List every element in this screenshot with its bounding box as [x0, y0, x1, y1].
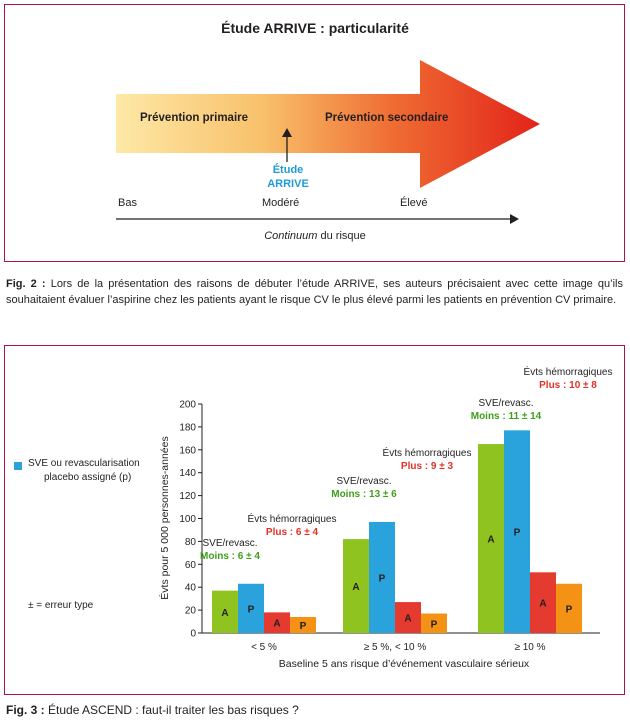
bar-0-0	[212, 590, 238, 633]
bar-letter: A	[273, 619, 280, 630]
x-category-label: ≥ 5 %, < 10 %	[364, 642, 427, 653]
hemorrhagic-annotation: Évts hémorragiques Plus : 10 ± 8	[508, 366, 628, 392]
bar-letter: A	[404, 614, 411, 625]
bar-letter: A	[221, 608, 228, 619]
sve-annotation-value: Moins : 11 ± 14	[470, 411, 542, 422]
sve-annotation: SVE/revasc. Moins : 13 ± 6	[314, 475, 414, 501]
arrive-marker-head	[282, 128, 292, 137]
bar-letter: P	[300, 621, 307, 632]
bar-1-3	[421, 613, 447, 633]
figure-3-caption-label: Fig. 3 :	[6, 703, 45, 717]
bar-letter: A	[539, 599, 546, 610]
bar-2-0	[478, 444, 504, 633]
bar-2-2	[530, 572, 556, 633]
risk-tick-low: Bas	[118, 197, 137, 209]
y-tick-label: 200	[179, 400, 196, 411]
hemorrhagic-annotation-value: Plus : 9 ± 3	[400, 461, 454, 472]
bar-1-0	[343, 539, 369, 633]
bar-letter: P	[248, 604, 255, 615]
bar-2-3	[556, 583, 582, 633]
bar-letter: P	[566, 604, 573, 615]
legend-text-line1: SVE ou revascularisation	[28, 458, 140, 469]
bar-0-2	[264, 612, 290, 633]
figure-1-title: Étude ARRIVE : particularité	[221, 20, 409, 36]
hemorrhagic-annotation: Évts hémorragiques Plus : 9 ± 3	[367, 447, 487, 473]
bar-2-1	[504, 430, 530, 633]
hemorrhagic-annotation-label: Évts hémorragiques	[247, 514, 337, 525]
sve-annotation-value: Moins : 13 ± 6	[331, 489, 397, 500]
bar-0-1	[238, 583, 264, 633]
primary-prevention-label: Prévention primaire	[140, 112, 249, 124]
y-tick-label: 180	[179, 422, 196, 433]
figure-3-caption: Fig. 3 : Étude ASCEND : faut-il traiter …	[6, 703, 299, 717]
figure-2-caption-label: Fig. 2 :	[6, 278, 46, 290]
x-category-label: ≥ 10 %	[514, 642, 545, 653]
y-tick-label: 80	[185, 537, 197, 548]
risk-axis-label: Continuum du risque	[0, 230, 630, 242]
y-tick-label: 160	[179, 445, 196, 456]
bar-letter: A	[352, 582, 359, 593]
hemorrhagic-annotation-value: Plus : 6 ± 4	[265, 527, 319, 538]
risk-tick-moderate: Modéré	[262, 197, 300, 209]
bar-0-3	[290, 616, 316, 633]
y-tick-label: 140	[179, 468, 196, 479]
bar-1-1	[369, 521, 395, 633]
y-tick-label: 100	[179, 514, 196, 525]
y-tick-label: 0	[190, 629, 196, 640]
hemorrhagic-annotation-value: Plus : 10 ± 8	[539, 380, 597, 391]
risk-arrow-graphic	[116, 60, 540, 224]
sve-annotation: SVE/revasc. Moins : 6 ± 4	[180, 537, 280, 563]
risk-tick-high: Élevé	[400, 197, 428, 209]
hemorrhagic-annotation-label: Évts hémorragiques	[523, 367, 613, 378]
figure-3-caption-text: Étude ASCEND : faut-il traiter les bas r…	[44, 703, 299, 717]
sve-annotation-value: Moins : 6 ± 4	[200, 551, 260, 562]
risk-gradient-arrow	[116, 60, 540, 188]
bar-letter: P	[514, 528, 521, 539]
secondary-prevention-label: Prévention secondaire	[325, 112, 449, 124]
figure-2-caption: Fig. 2 : Lors de la présentation des rai…	[6, 276, 623, 308]
risk-axis-arrowhead	[510, 214, 519, 224]
bar-letter: A	[487, 535, 494, 546]
error-note: ± = erreur type	[28, 600, 94, 611]
hemorrhagic-annotation: Évts hémorragiques Plus : 6 ± 4	[232, 513, 352, 539]
legend-swatch	[14, 462, 22, 470]
arrive-marker-label-line1: Étude	[272, 164, 304, 176]
hemorrhagic-annotation-label: Évts hémorragiques	[382, 448, 472, 459]
bar-letter: P	[379, 573, 386, 584]
arrive-marker-label-line2: ARRIVE	[267, 178, 309, 190]
y-tick-label: 120	[179, 491, 196, 502]
bar-1-2	[395, 602, 421, 633]
sve-annotation-label: SVE/revasc.	[336, 476, 392, 487]
sve-annotation-label: SVE/revasc.	[202, 538, 258, 549]
x-axis-label: Baseline 5 ans risque d’événement vascul…	[279, 658, 530, 670]
x-category-label: < 5 %	[251, 642, 277, 653]
figure-2-caption-text: Lors de la présentation des raisons de d…	[6, 278, 623, 306]
sve-annotation-label: SVE/revasc.	[478, 398, 534, 409]
bar-letter: P	[431, 619, 438, 630]
legend-text-line2: placebo assigné (p)	[44, 472, 132, 483]
risk-axis-label-rest: du risque	[317, 230, 366, 242]
y-tick-label: 60	[185, 560, 197, 571]
y-axis-label: Évts pour 5 000 personnes-années	[158, 436, 171, 599]
sve-annotation: SVE/revasc. Moins : 11 ± 14	[456, 397, 556, 423]
risk-axis-label-italic: Continuum	[264, 230, 318, 242]
y-tick-label: 40	[185, 583, 197, 594]
y-tick-label: 20	[185, 606, 197, 617]
